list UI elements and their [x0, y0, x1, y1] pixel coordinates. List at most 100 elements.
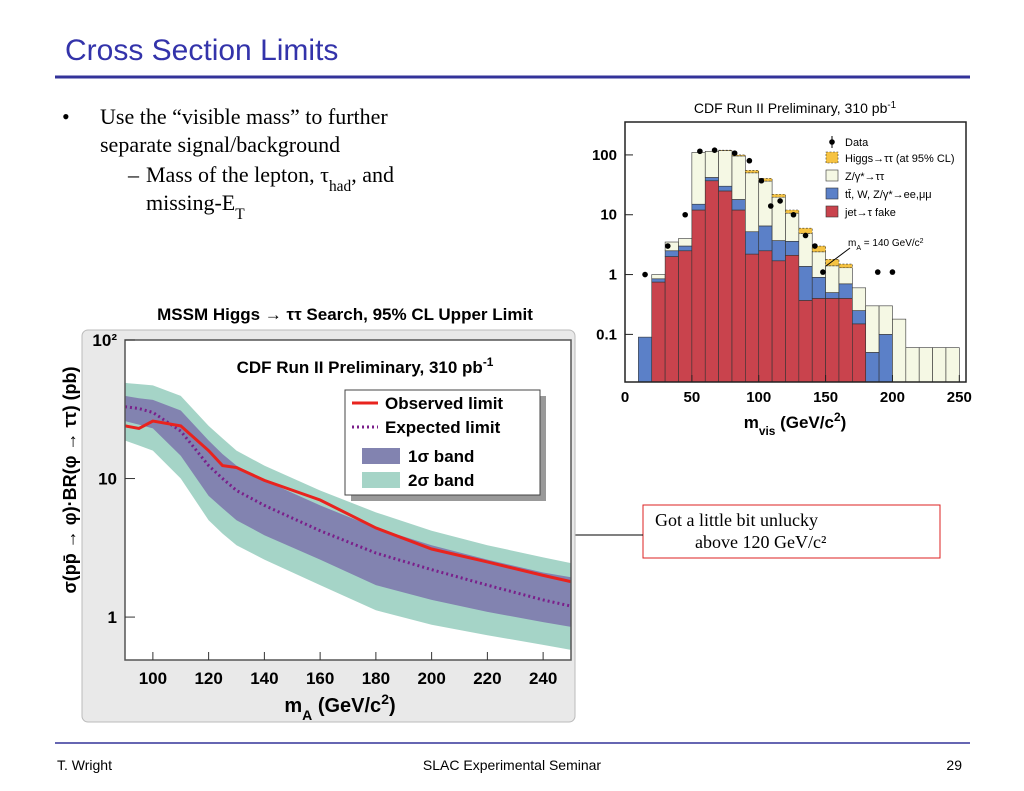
histogram-segment	[838, 263, 853, 269]
histogram-segment	[745, 231, 760, 255]
histogram-segment	[878, 334, 893, 382]
x-tick-label: 200	[880, 389, 905, 406]
chart-annotation-part: = 140 GeV/c	[861, 238, 920, 249]
histogram-segment	[704, 150, 719, 178]
bullet-text-part: , and	[351, 162, 394, 187]
data-point	[731, 150, 738, 156]
annotation-text: Got a little bit unlucky	[655, 510, 818, 530]
annotation-box	[642, 504, 941, 559]
histogram-segment	[691, 203, 706, 211]
histogram-segment	[745, 253, 760, 382]
histogram-segment	[678, 245, 693, 252]
bullet-text-sub: had	[329, 178, 352, 195]
y-tick-label: 1	[609, 267, 617, 284]
histogram-segment	[892, 318, 907, 382]
limit-line	[125, 419, 571, 584]
x-axis-label-part: m	[744, 413, 759, 432]
legend-swatch	[825, 205, 839, 218]
bullet-text-part: Mass of the lepton, τ	[146, 162, 329, 187]
chart-annotation-part: m	[848, 238, 856, 249]
histogram-segment	[798, 227, 813, 234]
histogram-segment	[785, 240, 800, 256]
x-tick-label: 250	[947, 389, 972, 406]
histogram-segment	[798, 233, 813, 267]
chart-annotation: mA = 140 GeV/c2	[848, 238, 924, 252]
data-point	[889, 269, 896, 275]
legend-data-marker	[829, 139, 835, 145]
data-point	[664, 243, 671, 249]
bullet-text: missing-ET	[146, 190, 245, 223]
data-point	[697, 148, 703, 155]
histogram-segment	[758, 178, 773, 182]
bullet-text-part: separate signal/background	[100, 132, 340, 157]
plot-layer	[638, 147, 960, 382]
x-tick-label: 180	[362, 669, 390, 688]
histogram-segment	[852, 287, 867, 311]
histogram-segment	[811, 298, 826, 382]
histogram-segment	[905, 347, 920, 382]
data-point	[820, 269, 826, 275]
histogram-segment	[825, 292, 840, 299]
histogram-segment	[932, 347, 947, 382]
y-axis-label: σ(pp̄ → φ)·BR(φ → ττ) (pb)	[60, 366, 80, 593]
chart-title: MSSM Higgs → ττ Search, 95% CL Upper Lim…	[157, 305, 533, 324]
footer-center: SLAC Experimental Seminar	[423, 757, 602, 773]
histogram-segment	[704, 180, 719, 382]
histogram-segment	[664, 256, 679, 382]
x-tick-label: 150	[813, 389, 838, 406]
histogram-segment	[811, 245, 826, 253]
legend-swatch	[825, 151, 839, 164]
x-axis-label: mA (GeV/c2)	[284, 691, 395, 723]
histogram-segment	[745, 172, 760, 233]
histogram-segment	[771, 196, 786, 241]
legend-label: jet→τ fake	[844, 207, 896, 219]
histogram-segment	[785, 254, 800, 382]
histogram-segment	[825, 298, 840, 382]
footer-right: 29	[946, 757, 962, 773]
histogram-segment	[918, 347, 933, 382]
legend-label: Observed limit	[385, 394, 503, 413]
data-point	[777, 198, 783, 204]
bullet-text: separate signal/background	[100, 132, 340, 157]
histogram-segment	[825, 265, 840, 293]
x-axis-label-part: (GeV/c	[312, 695, 381, 717]
data-point	[682, 211, 688, 218]
data-point	[642, 271, 648, 278]
histogram-segment	[758, 225, 773, 252]
histogram-segment	[718, 185, 733, 192]
bullet-text-sub: T	[235, 206, 245, 223]
histogram-segment	[731, 199, 746, 211]
chart-subtitle-sup: -1	[483, 355, 494, 369]
bullet-marker: •	[62, 104, 70, 129]
plot-layer	[125, 382, 571, 650]
slide-title: Cross Section Limits	[65, 34, 338, 67]
x-tick-label: 120	[194, 669, 222, 688]
x-tick-label: 0	[621, 389, 629, 406]
histogram-segment	[852, 323, 867, 382]
data-point	[758, 177, 765, 184]
bullet-text-part: Use the “visible mass” to further	[100, 104, 388, 129]
y-tick-label: 1	[108, 608, 117, 627]
legend-label: tt̄, W, Z/γ*→ee,μμ	[845, 189, 932, 201]
histogram-segment	[785, 212, 800, 242]
y-tick-label: 10²	[92, 331, 117, 350]
bullet-text: Use the “visible mass” to further	[100, 104, 388, 129]
band	[125, 395, 571, 627]
bullet-text: Mass of the lepton, τhad, and	[146, 162, 394, 195]
histogram-segment	[664, 250, 679, 257]
x-tick-label: 100	[139, 669, 167, 688]
x-axis-label-part: )	[389, 695, 396, 717]
y-tick-label: 0.1	[596, 326, 617, 343]
y-tick-label: 10	[600, 207, 617, 224]
histogram-segment	[731, 155, 746, 200]
y-tick-label: 100	[592, 147, 617, 164]
histogram-segment	[651, 278, 666, 283]
x-tick-label: 200	[417, 669, 445, 688]
plot-frame	[624, 121, 967, 383]
histogram-segment	[758, 250, 773, 382]
legend-swatch	[362, 472, 400, 488]
x-axis-label-sub: vis	[759, 424, 776, 438]
data-point	[767, 203, 774, 209]
histogram-segment	[718, 190, 733, 382]
plot-frame	[124, 339, 572, 661]
